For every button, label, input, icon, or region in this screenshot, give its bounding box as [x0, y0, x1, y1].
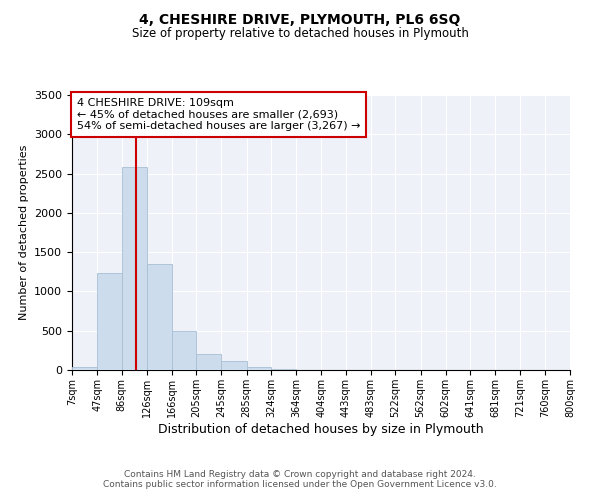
Bar	[97, 274, 122, 370]
Bar	[221, 362, 247, 370]
Text: Contains public sector information licensed under the Open Government Licence v3: Contains public sector information licen…	[103, 480, 497, 489]
Text: Distribution of detached houses by size in Plymouth: Distribution of detached houses by size …	[158, 422, 484, 436]
Bar	[247, 367, 271, 370]
Bar	[147, 264, 172, 370]
Bar	[196, 354, 221, 370]
Text: 4, CHESHIRE DRIVE, PLYMOUTH, PL6 6SQ: 4, CHESHIRE DRIVE, PLYMOUTH, PL6 6SQ	[139, 12, 461, 26]
Y-axis label: Number of detached properties: Number of detached properties	[19, 145, 29, 320]
Bar	[172, 330, 196, 370]
Bar	[271, 369, 296, 370]
Bar	[122, 168, 147, 370]
Text: 4 CHESHIRE DRIVE: 109sqm
← 45% of detached houses are smaller (2,693)
54% of sem: 4 CHESHIRE DRIVE: 109sqm ← 45% of detach…	[77, 98, 361, 131]
Text: Size of property relative to detached houses in Plymouth: Size of property relative to detached ho…	[131, 28, 469, 40]
Text: Contains HM Land Registry data © Crown copyright and database right 2024.: Contains HM Land Registry data © Crown c…	[124, 470, 476, 479]
Bar	[72, 367, 97, 370]
